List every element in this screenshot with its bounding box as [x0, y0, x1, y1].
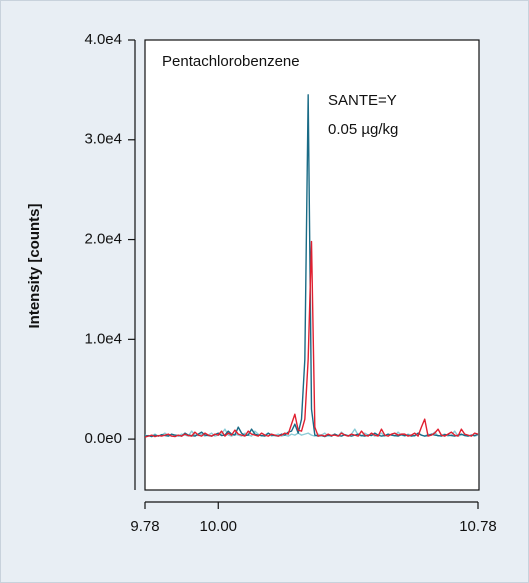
series-line: [145, 94, 479, 438]
y-tick-label: 4.0e4: [84, 31, 122, 48]
annotation: SANTE=Y: [328, 92, 397, 109]
x-tick-label: 10.00: [199, 518, 237, 535]
y-tick-label: 1.0e4: [84, 330, 122, 347]
y-tick-label: 0.0e0: [84, 430, 122, 447]
x-tick-label: 9.78: [130, 518, 159, 535]
y-tick-label: 3.0e4: [84, 131, 122, 148]
annotation: 0.05 µg/kg: [328, 121, 398, 138]
y-axis-title: Intensity [counts]: [26, 203, 43, 328]
x-tick-label: 10.78: [459, 518, 497, 535]
compound-label: Pentachlorobenzene: [162, 53, 300, 70]
series-line: [145, 240, 479, 438]
series-group: [145, 94, 479, 438]
y-tick-label: 2.0e4: [84, 231, 122, 248]
